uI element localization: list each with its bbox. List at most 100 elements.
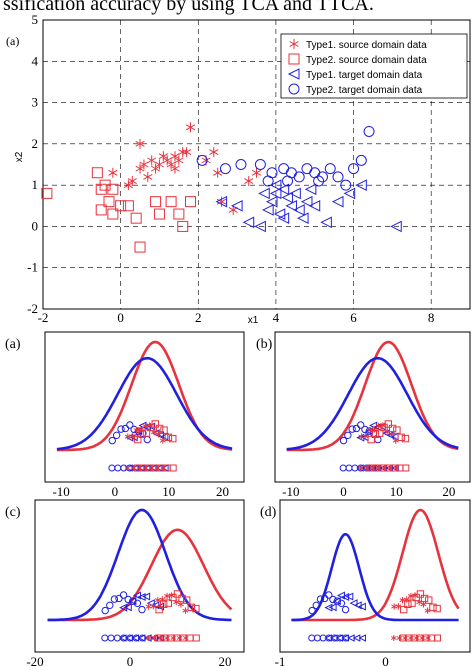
legend-marker bbox=[288, 53, 300, 65]
data-marker bbox=[395, 603, 402, 610]
panel-label: (c) bbox=[5, 505, 21, 520]
scatter-point bbox=[103, 196, 115, 208]
data-marker bbox=[182, 607, 189, 614]
data-marker bbox=[192, 604, 200, 613]
panel-label: (d) bbox=[260, 505, 277, 520]
rug-marker bbox=[428, 634, 436, 642]
density-panel-b: (b) -10 0 10 20 bbox=[256, 331, 471, 499]
scatter-axes-frame bbox=[42, 19, 471, 310]
scatter-point bbox=[115, 200, 127, 212]
x-tick-label: -2 bbox=[38, 310, 49, 325]
data-marker bbox=[412, 592, 419, 599]
data-marker bbox=[112, 431, 121, 440]
scatter-point bbox=[185, 196, 197, 208]
data-marker bbox=[132, 591, 141, 600]
scatter-point bbox=[320, 216, 332, 229]
x-tick-label: -1 bbox=[275, 654, 286, 666]
scatter-point bbox=[235, 159, 247, 170]
scatter-point bbox=[363, 125, 375, 137]
density-axes-frame bbox=[274, 331, 471, 483]
legend-marker bbox=[288, 83, 300, 95]
legend-marker bbox=[289, 39, 299, 49]
data-marker bbox=[138, 430, 146, 439]
x-tick-label: 0 bbox=[117, 310, 124, 325]
data-marker bbox=[178, 594, 186, 603]
y-tick-label: 1 bbox=[32, 177, 39, 192]
rug-marker bbox=[364, 465, 370, 471]
scatter-point bbox=[215, 195, 228, 208]
data-marker bbox=[341, 605, 350, 614]
x-tick-label: 0 bbox=[382, 654, 389, 666]
scatter-point bbox=[296, 212, 309, 224]
data-marker bbox=[187, 603, 195, 612]
scatter-point bbox=[343, 187, 356, 200]
data-marker bbox=[115, 594, 123, 603]
scatter-point bbox=[95, 183, 107, 195]
scatter-point bbox=[308, 199, 321, 212]
rug-marker bbox=[313, 634, 321, 642]
scatter-point bbox=[244, 176, 254, 187]
data-marker bbox=[357, 602, 366, 611]
scatter-point bbox=[313, 175, 325, 187]
density-curve bbox=[47, 528, 233, 622]
scatter-point bbox=[281, 191, 294, 204]
scatter-point bbox=[158, 151, 168, 162]
scatter-point bbox=[153, 208, 165, 220]
legend-label: Type1. target domain data bbox=[306, 70, 423, 81]
density-curve bbox=[56, 356, 233, 451]
rug-marker bbox=[101, 634, 109, 642]
data-marker bbox=[399, 605, 408, 614]
data-marker bbox=[424, 607, 431, 614]
scatter-point bbox=[262, 204, 274, 216]
rug-marker bbox=[375, 465, 382, 471]
scatter-point bbox=[150, 196, 162, 208]
data-marker bbox=[129, 433, 136, 440]
data-marker bbox=[433, 604, 441, 613]
legend-label: Type2. target domain data bbox=[306, 85, 423, 96]
scatter-point bbox=[139, 159, 149, 170]
rug-marker bbox=[339, 464, 347, 472]
scatter-point bbox=[166, 159, 176, 170]
rug-marker bbox=[108, 464, 116, 472]
scatter-point bbox=[127, 176, 137, 187]
data-marker bbox=[110, 595, 119, 603]
data-marker bbox=[142, 592, 151, 601]
data-marker bbox=[164, 599, 173, 607]
x-tick-label: 20 bbox=[216, 484, 229, 499]
data-marker bbox=[408, 599, 416, 607]
data-marker bbox=[349, 599, 358, 608]
x-tick-label: 10 bbox=[390, 484, 403, 499]
legend-box bbox=[280, 33, 468, 99]
scatter-point bbox=[123, 180, 133, 191]
data-marker bbox=[160, 426, 168, 434]
scatter-point bbox=[301, 163, 313, 175]
scatter-point bbox=[170, 151, 180, 162]
rug-marker bbox=[402, 635, 409, 641]
scatter-point bbox=[277, 212, 290, 224]
panel-label: (a) bbox=[5, 337, 21, 352]
scatter-point bbox=[254, 220, 266, 233]
density-axes-frame bbox=[279, 499, 471, 653]
data-marker bbox=[142, 429, 151, 437]
rug-marker bbox=[391, 464, 399, 472]
data-marker bbox=[328, 603, 337, 612]
scatter-point bbox=[173, 208, 185, 220]
data-marker bbox=[404, 600, 412, 609]
rug-marker bbox=[396, 635, 403, 641]
data-marker bbox=[173, 598, 180, 606]
scatter-point bbox=[91, 167, 103, 179]
scatter-point bbox=[182, 147, 192, 158]
scatter-point bbox=[282, 175, 294, 187]
y-tick-label: 5 bbox=[32, 12, 39, 27]
x-tick-label: 10 bbox=[162, 484, 175, 499]
density-axes-frame bbox=[34, 499, 245, 653]
data-marker bbox=[339, 436, 348, 445]
rug-marker bbox=[124, 465, 131, 471]
rug-marker bbox=[402, 464, 410, 472]
scatter-point bbox=[289, 187, 301, 200]
scatter-point bbox=[130, 212, 142, 224]
data-marker bbox=[308, 606, 316, 615]
rug-marker bbox=[154, 465, 161, 471]
data-marker bbox=[146, 422, 153, 429]
